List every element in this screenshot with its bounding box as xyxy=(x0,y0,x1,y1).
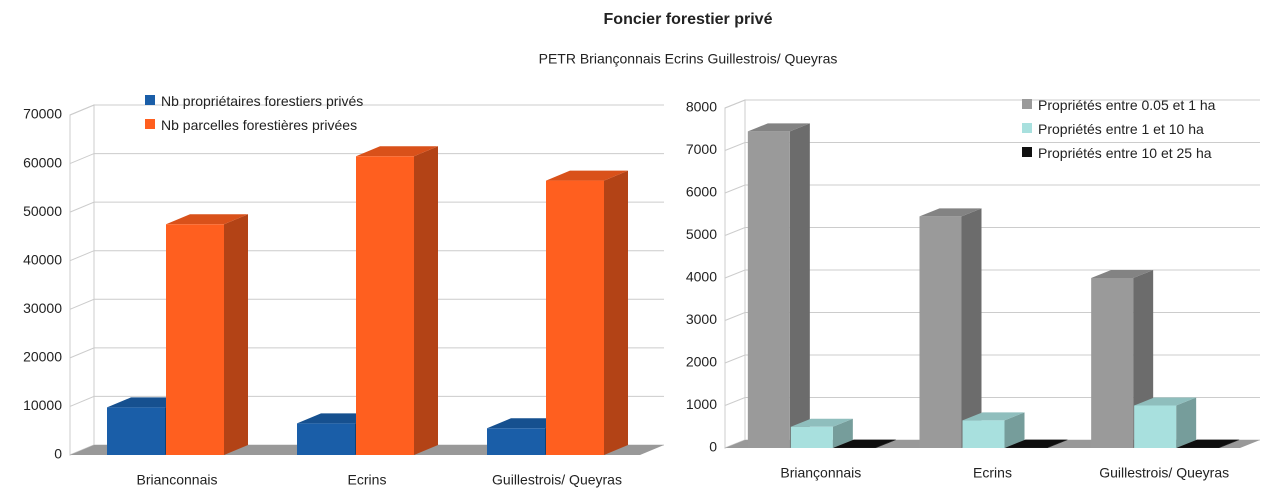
x-tick-label: Brianconnais xyxy=(137,472,218,488)
bar-top xyxy=(790,418,853,427)
legend-label: Propriétés entre 10 et 25 ha xyxy=(1038,145,1212,161)
grid-line xyxy=(69,250,664,262)
x-tick-label: Ecrins xyxy=(973,465,1012,481)
bar-top xyxy=(356,146,438,157)
bar-side xyxy=(1219,439,1240,448)
grid-line xyxy=(69,201,664,213)
y-tick-label: 40000 xyxy=(23,251,62,267)
grid-line xyxy=(724,397,1260,406)
x-tick-label: Ecrins xyxy=(348,472,387,488)
legend-swatch xyxy=(145,95,155,105)
grid-line xyxy=(724,184,1260,194)
bar-side xyxy=(875,439,896,448)
bar xyxy=(356,156,414,456)
legend: Nb propriétaires forestiers privés Nb par… xyxy=(145,92,385,140)
grid-line xyxy=(724,227,1260,236)
legend-item: Propriétés entre 10 et 25 ha xyxy=(1022,144,1262,162)
legend-item: Propriétés entre 1 et 10 ha xyxy=(1022,120,1262,138)
y-tick-label: 0 xyxy=(709,439,717,455)
bar-side xyxy=(1176,397,1197,448)
bar-top xyxy=(546,170,628,181)
x-tick-label: Briançonnais xyxy=(780,465,861,481)
bar xyxy=(790,426,833,448)
grid-line xyxy=(724,354,1260,364)
y-tick-label: 7000 xyxy=(686,141,717,157)
bar-top xyxy=(1005,439,1068,448)
bar-top xyxy=(919,208,982,217)
grid-line xyxy=(724,99,1260,109)
grid-line xyxy=(69,298,664,310)
grid-line xyxy=(69,104,664,116)
bar-side xyxy=(1047,439,1068,448)
bar xyxy=(546,180,604,456)
bar xyxy=(487,428,545,455)
y-tick-label: 8000 xyxy=(686,99,717,115)
bar-top xyxy=(962,412,1025,421)
bar-side xyxy=(604,170,628,456)
bar-side xyxy=(789,123,810,448)
y-tick-label: 3000 xyxy=(686,311,717,327)
grid-line xyxy=(724,312,1260,321)
y-tick-label: 20000 xyxy=(23,349,62,365)
x-tick-label: Guillestrois/ Queyras xyxy=(1099,465,1229,481)
legend-label: Propriétés entre 1 et 10 ha xyxy=(1038,121,1204,137)
legend-item: Nb parcelles forestières privées xyxy=(145,116,385,134)
y-tick-label: 60000 xyxy=(23,154,62,170)
bar xyxy=(962,420,1005,448)
y-tick-label: 70000 xyxy=(23,106,62,122)
legend-swatch xyxy=(1022,123,1032,133)
grid-line xyxy=(724,142,1260,151)
legend-swatch xyxy=(1022,99,1032,109)
bar-top xyxy=(833,439,896,448)
bar-top xyxy=(166,214,248,225)
bar-side xyxy=(414,146,438,456)
bar-side xyxy=(224,214,248,455)
bar xyxy=(1134,405,1177,448)
bar-top xyxy=(1134,397,1197,406)
title: Foncier forestier privé xyxy=(604,11,773,28)
bar xyxy=(297,423,355,455)
grid-line xyxy=(69,153,664,165)
legend-item: Nb propriétaires forestiers privés xyxy=(145,92,385,110)
y-tick-label: 6000 xyxy=(686,184,717,200)
y-tick-label: 2000 xyxy=(686,354,717,370)
grid-line xyxy=(69,395,664,407)
legend-swatch xyxy=(145,119,155,129)
bar-side xyxy=(832,418,853,448)
legend-label: Propriétés entre 0.05 et 1 ha xyxy=(1038,97,1216,113)
y-tick-label: 4000 xyxy=(686,269,717,285)
grid-line xyxy=(69,347,664,359)
y-tick-label: 5000 xyxy=(686,226,717,242)
bar-side xyxy=(961,208,982,448)
y-tick-label: 30000 xyxy=(23,300,62,316)
legend-item: Propriétés entre 0.05 et 1 ha xyxy=(1022,96,1262,114)
bar-top xyxy=(1177,439,1240,448)
bar-top xyxy=(1091,270,1154,278)
y-tick-label: 10000 xyxy=(23,397,62,413)
bar xyxy=(1091,278,1134,448)
grid-line xyxy=(724,269,1260,279)
y-tick-label: 50000 xyxy=(23,203,62,219)
subtitle: PETR Briançonnais Ecrins Guillestrois/ Q… xyxy=(539,51,838,67)
legend-swatch xyxy=(1022,147,1032,157)
x-tick-label: Guillestrois/ Queyras xyxy=(492,472,622,488)
bar-top xyxy=(747,123,810,132)
y-tick-label: 1000 xyxy=(686,396,717,412)
back-wall xyxy=(69,104,95,456)
bar xyxy=(166,224,224,455)
bar xyxy=(919,216,962,448)
y-tick-label: 0 xyxy=(54,446,62,462)
bar xyxy=(747,131,790,448)
bar-side xyxy=(1004,412,1025,448)
bar xyxy=(107,407,165,455)
legend: Propriétés entre 0.05 et 1 ha Propriétés … xyxy=(1022,96,1262,168)
legend-label: Nb propriétaires forestiers privés xyxy=(161,93,364,109)
legend-label: Nb parcelles forestières privées xyxy=(161,117,358,133)
